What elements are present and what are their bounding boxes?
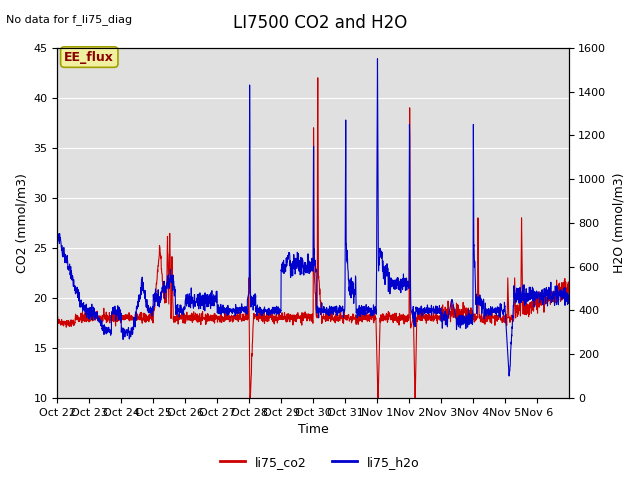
Text: LI7500 CO2 and H2O: LI7500 CO2 and H2O	[233, 14, 407, 33]
Text: EE_flux: EE_flux	[65, 50, 114, 63]
Y-axis label: CO2 (mmol/m3): CO2 (mmol/m3)	[15, 173, 28, 273]
Text: No data for f_li75_diag: No data for f_li75_diag	[6, 14, 132, 25]
X-axis label: Time: Time	[298, 423, 328, 436]
Legend: li75_co2, li75_h2o: li75_co2, li75_h2o	[215, 451, 425, 474]
Y-axis label: H2O (mmol/m3): H2O (mmol/m3)	[612, 173, 625, 273]
